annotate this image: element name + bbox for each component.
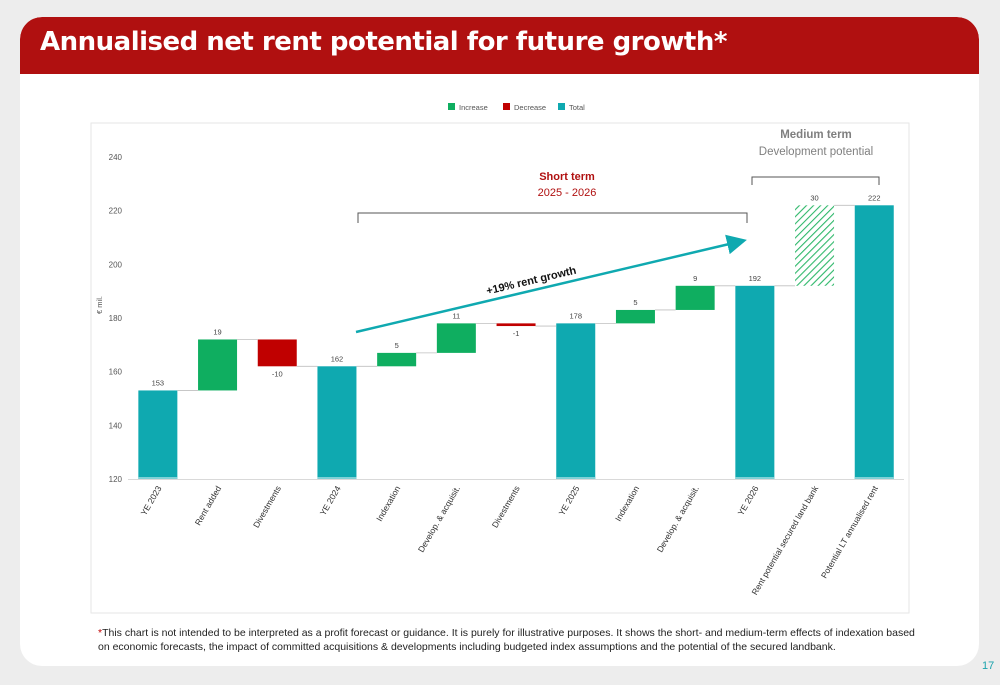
page-number: 17 <box>982 660 995 672</box>
plot-area-frame <box>90 122 910 614</box>
bar-decrease <box>496 323 536 327</box>
category-label: Develop. & acquisit. <box>655 484 701 554</box>
medium-term-bracket <box>751 176 880 185</box>
data-label: 30 <box>810 193 818 202</box>
data-label: 5 <box>395 341 399 350</box>
growth-arrow-label: +19% rent growth <box>485 265 578 298</box>
bar-total <box>735 285 775 479</box>
y-axis-label: € mil. <box>95 296 104 314</box>
y-tick-label: 240 <box>109 153 123 162</box>
bar-base <box>317 477 357 479</box>
data-label: 5 <box>633 298 637 307</box>
bar-decrease <box>257 339 297 367</box>
data-label: 9 <box>693 274 697 283</box>
bar-increase <box>377 352 417 367</box>
page-title: Annualised net rent potential for future… <box>40 27 727 57</box>
data-label: -10 <box>272 369 283 378</box>
y-tick-label: 160 <box>109 368 123 377</box>
bar-base <box>138 477 178 479</box>
legend-label-decrease: Decrease <box>514 103 546 112</box>
y-tick-label: 140 <box>109 421 123 430</box>
bar-increase <box>615 309 655 324</box>
bar-total <box>854 205 894 480</box>
legend-label-increase: Increase <box>459 103 488 112</box>
medium-term-title: Medium term <box>780 129 852 141</box>
medium-term-subtitle: Development potential <box>759 146 873 158</box>
category-label: YE 2025 <box>557 484 582 517</box>
footnote-star: * <box>98 627 103 639</box>
bar-total <box>556 323 596 479</box>
short-term-period: 2025 - 2026 <box>538 187 597 199</box>
bar-potential <box>795 205 835 286</box>
y-tick-label: 200 <box>109 260 123 269</box>
category-label: Rent added <box>193 484 224 527</box>
data-label: 222 <box>868 193 881 202</box>
legend-label-total: Total <box>569 103 585 112</box>
y-tick-label: 220 <box>109 207 123 216</box>
category-label: YE 2023 <box>139 484 164 517</box>
category-label: Indexation <box>613 484 641 523</box>
data-label: 19 <box>213 327 221 336</box>
category-label: YE 2026 <box>736 484 761 517</box>
y-tick-label: 120 <box>109 475 123 484</box>
bar-base <box>735 477 775 479</box>
data-label: 153 <box>152 378 165 387</box>
legend-swatch-total <box>558 103 565 110</box>
data-label: 178 <box>569 311 582 320</box>
growth-arrow <box>355 234 747 334</box>
data-label: -1 <box>513 329 520 338</box>
bar-increase <box>198 339 238 391</box>
bar-base <box>854 477 894 479</box>
category-label: Rent potential secured land bank <box>749 483 820 596</box>
bar-total <box>317 366 357 479</box>
category-label: Develop. & acquisit. <box>416 484 462 554</box>
y-tick-label: 180 <box>109 314 123 323</box>
data-label: 192 <box>749 274 762 283</box>
slide: Annualised net rent potential for future… <box>20 17 979 666</box>
bar-increase <box>675 285 715 310</box>
legend-swatch-increase <box>448 103 455 110</box>
bar-total <box>138 390 178 479</box>
category-label: Indexation <box>374 484 402 523</box>
data-label: 162 <box>331 354 344 363</box>
bar-increase <box>436 323 476 353</box>
category-label: Divestments <box>251 484 283 530</box>
category-label: Divestments <box>490 484 522 530</box>
footnote-text: This chart is not intended to be interpr… <box>98 627 915 653</box>
title-bar: Annualised net rent potential for future… <box>20 17 979 74</box>
bar-base <box>556 477 596 479</box>
category-label: Potential LT annualised rent <box>819 483 881 580</box>
category-label: YE 2024 <box>318 484 343 517</box>
short-term-bracket <box>357 212 748 223</box>
data-label: 11 <box>452 311 460 320</box>
legend-swatch-decrease <box>503 103 510 110</box>
short-term-title: Short term <box>539 171 595 183</box>
footnote: *This chart is not intended to be interp… <box>98 626 918 654</box>
